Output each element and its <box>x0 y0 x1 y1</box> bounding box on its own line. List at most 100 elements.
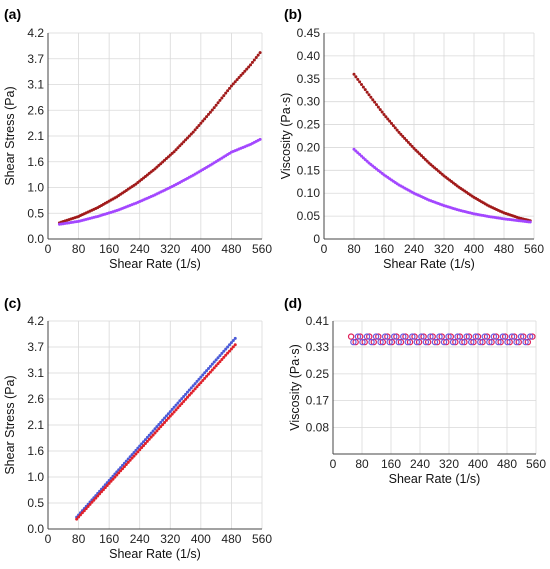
data-point <box>365 90 369 94</box>
data-point <box>458 338 466 346</box>
data-point <box>168 153 172 157</box>
data-point <box>258 137 262 141</box>
x-tick-label: 320 <box>160 532 180 546</box>
data-point <box>490 333 498 340</box>
data-point <box>185 395 189 399</box>
data-point <box>157 163 161 167</box>
data-point <box>404 338 411 346</box>
data-point <box>212 106 216 110</box>
data-point <box>210 108 214 112</box>
data-point <box>170 412 174 416</box>
data-point <box>182 394 186 398</box>
x-tick-label: 560 <box>524 242 544 256</box>
data-point <box>254 56 258 60</box>
data-point <box>174 408 178 412</box>
data-point <box>375 103 378 107</box>
data-point <box>421 156 425 160</box>
x-axis-title: Shear Rate (1/s) <box>109 257 201 271</box>
data-point <box>397 130 401 134</box>
data-point <box>511 333 518 340</box>
data-point <box>528 220 532 224</box>
data-point <box>189 391 193 395</box>
data-point <box>80 511 84 515</box>
data-point <box>370 338 377 346</box>
data-point <box>142 440 146 444</box>
data-point <box>166 412 170 416</box>
data-point <box>258 51 262 55</box>
data-point <box>201 119 205 123</box>
data-point <box>413 338 421 346</box>
y-tick-label: 0.05 <box>297 209 321 223</box>
data-point <box>180 142 184 146</box>
data-point <box>488 338 495 346</box>
data-point <box>400 333 407 340</box>
y-tick-label: 0.45 <box>297 26 321 40</box>
data-point <box>205 369 209 373</box>
data-point <box>103 486 107 490</box>
data-point <box>224 353 228 357</box>
data-point <box>207 112 210 116</box>
data-point <box>166 416 170 420</box>
data-point <box>411 333 418 340</box>
data-point <box>157 422 161 426</box>
data-point <box>233 336 237 340</box>
data-point <box>145 435 149 439</box>
data-point <box>371 98 375 102</box>
data-point <box>207 366 210 370</box>
data-point <box>163 416 167 420</box>
data-point <box>406 338 414 346</box>
x-tick-label: 240 <box>130 242 150 256</box>
data-point <box>191 389 195 393</box>
data-point <box>132 454 136 458</box>
data-point <box>168 414 172 418</box>
data-point <box>208 110 212 114</box>
data-point <box>423 157 427 161</box>
data-point <box>222 349 226 353</box>
data-point <box>92 498 96 502</box>
data-point <box>216 101 220 105</box>
data-point <box>445 333 452 340</box>
data-point <box>378 108 382 112</box>
data-point <box>229 84 233 88</box>
data-point <box>463 333 470 340</box>
data-point <box>376 105 380 109</box>
data-point <box>241 71 245 75</box>
x-tick-label: 0 <box>45 242 52 256</box>
data-point <box>205 374 209 378</box>
data-point <box>456 333 464 340</box>
x-tick-label: 320 <box>434 242 454 256</box>
data-point <box>391 124 395 128</box>
data-point <box>214 364 218 368</box>
data-point <box>443 338 450 346</box>
data-point <box>201 373 205 377</box>
data-point <box>395 128 399 132</box>
series-2 <box>350 333 534 346</box>
data-point <box>418 333 425 340</box>
data-point <box>153 427 157 431</box>
data-point <box>497 338 504 346</box>
data-point <box>438 333 445 340</box>
data-point <box>363 88 367 92</box>
data-point <box>214 358 218 362</box>
data-point <box>88 502 92 506</box>
data-point <box>151 429 155 433</box>
data-point <box>427 333 434 340</box>
data-point <box>193 382 197 386</box>
data-point <box>193 128 197 132</box>
x-tick-label: 240 <box>410 457 430 471</box>
data-point <box>153 431 157 435</box>
series-1 <box>347 333 536 346</box>
data-point <box>401 134 405 138</box>
data-point <box>415 338 423 346</box>
x-tick-label: 480 <box>221 242 241 256</box>
data-point <box>483 333 491 340</box>
data-point <box>399 132 403 136</box>
data-point <box>235 78 239 82</box>
data-point <box>256 53 260 57</box>
data-point <box>166 155 170 159</box>
data-point <box>82 509 86 513</box>
data-point <box>367 93 371 97</box>
data-point <box>226 89 230 93</box>
y-tick-label: 0.5 <box>27 206 44 220</box>
